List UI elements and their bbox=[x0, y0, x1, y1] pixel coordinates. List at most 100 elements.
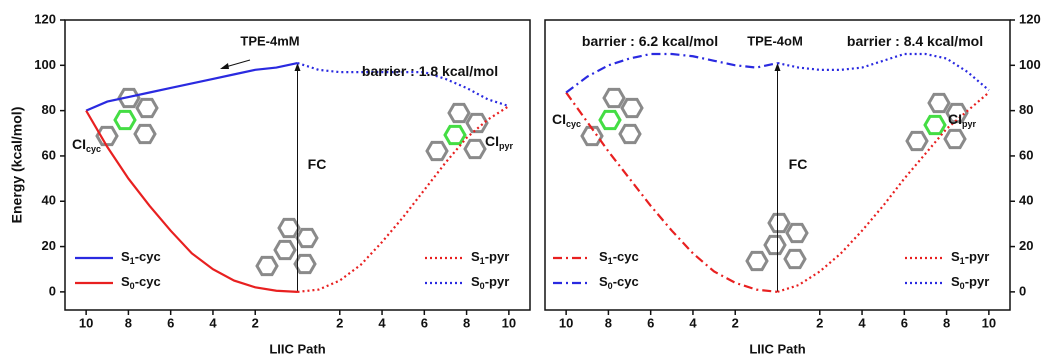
y-tick-label: 0 bbox=[49, 283, 56, 298]
y-tick-label: 60 bbox=[1019, 147, 1033, 162]
ring bbox=[275, 241, 295, 258]
ring bbox=[257, 257, 277, 274]
y-tick-label: 80 bbox=[42, 102, 56, 117]
ring bbox=[929, 94, 949, 111]
ring bbox=[785, 250, 805, 267]
annotation-subscript: cyc bbox=[86, 144, 101, 154]
y-axis-label: Energy (kcal/mol) bbox=[9, 107, 25, 224]
ring bbox=[449, 104, 469, 121]
ring bbox=[787, 224, 807, 241]
series-line bbox=[566, 93, 777, 292]
ring bbox=[115, 111, 135, 128]
chart-title: TPE-4mM bbox=[240, 33, 299, 48]
y-tick-label: 40 bbox=[42, 193, 56, 208]
annotation: CIpyr bbox=[485, 133, 514, 152]
arrow-head bbox=[220, 63, 229, 69]
annotation-text: barrier : 8.4 kcal/mol bbox=[847, 33, 983, 49]
annotation-text: CI bbox=[72, 136, 86, 152]
x-tick-label: 4 bbox=[689, 315, 697, 330]
y-tick-label: 80 bbox=[1019, 102, 1033, 117]
x-tick-label: 8 bbox=[463, 315, 470, 330]
y-tick-label: 20 bbox=[42, 238, 56, 253]
x-tick-label: 8 bbox=[125, 315, 132, 330]
ring bbox=[137, 99, 157, 116]
legend-label: S1-cyc bbox=[121, 249, 161, 266]
y-tick-label: 60 bbox=[42, 147, 56, 162]
x-tick-label: 8 bbox=[943, 315, 950, 330]
x-tick-label: 10 bbox=[559, 315, 573, 330]
ring bbox=[135, 125, 155, 142]
series-line bbox=[86, 63, 297, 111]
x-tick-label: 2 bbox=[252, 315, 259, 330]
annotation-text: FC bbox=[789, 156, 808, 172]
x-tick-label: 10 bbox=[502, 315, 516, 330]
y-tick-label: 120 bbox=[1019, 11, 1041, 26]
legend-label: S0-pyr bbox=[471, 274, 509, 291]
x-tick-label: 6 bbox=[901, 315, 908, 330]
annotation-text: barrier : 1.8 kcal/mol bbox=[362, 63, 498, 79]
annotation: barrier : 8.4 kcal/mol bbox=[847, 33, 983, 49]
ring bbox=[445, 126, 465, 143]
annotation-subscript: pyr bbox=[499, 141, 514, 151]
ring bbox=[600, 111, 620, 128]
y-tick-label: 120 bbox=[34, 11, 56, 26]
molecule-sketch bbox=[427, 104, 487, 159]
x-tick-label: 2 bbox=[816, 315, 823, 330]
ring bbox=[604, 89, 624, 106]
x-axis-label: LIIC Path bbox=[269, 341, 325, 356]
series-line bbox=[566, 54, 777, 93]
fc-arrow-head bbox=[775, 63, 781, 71]
annotation: CIpyr bbox=[948, 111, 977, 130]
annotation-text: CI bbox=[552, 111, 566, 127]
ring bbox=[765, 236, 785, 253]
x-tick-label: 4 bbox=[858, 315, 866, 330]
ring bbox=[279, 219, 299, 236]
annotation-text: CI bbox=[948, 111, 962, 127]
legend-label: S0-cyc bbox=[599, 274, 639, 291]
x-tick-label: 6 bbox=[647, 315, 654, 330]
chart-title: TPE-4oM bbox=[747, 33, 803, 48]
y-tick-label: 100 bbox=[1019, 57, 1041, 72]
x-tick-label: 4 bbox=[378, 315, 386, 330]
x-axis-label: LIIC Path bbox=[749, 341, 805, 356]
ring bbox=[925, 116, 945, 133]
annotation: barrier : 1.8 kcal/mol bbox=[362, 63, 498, 79]
y-tick-label: 20 bbox=[1019, 238, 1033, 253]
annotation: CIcyc bbox=[552, 111, 581, 130]
ring bbox=[769, 214, 789, 231]
x-tick-label: 8 bbox=[605, 315, 612, 330]
legend-label: S0-cyc bbox=[121, 274, 161, 291]
x-tick-label: 6 bbox=[421, 315, 428, 330]
annotation: FC bbox=[308, 156, 327, 172]
x-tick-label: 6 bbox=[167, 315, 174, 330]
ring bbox=[945, 130, 965, 147]
legend-label: S1-cyc bbox=[599, 249, 639, 266]
legend-label: S1-pyr bbox=[951, 249, 989, 266]
x-tick-label: 2 bbox=[732, 315, 739, 330]
annotation: FC bbox=[789, 156, 808, 172]
series-line bbox=[778, 54, 989, 90]
ring bbox=[907, 132, 927, 149]
ring bbox=[622, 99, 642, 116]
legend-label: S1-pyr bbox=[471, 249, 509, 266]
figure: 020406080100120108642246810LIIC PathEner… bbox=[0, 0, 1051, 363]
annotation-subscript: cyc bbox=[566, 119, 581, 129]
molecule-sketch bbox=[582, 89, 642, 144]
legend-label: S0-pyr bbox=[951, 274, 989, 291]
annotation: CIcyc bbox=[72, 136, 101, 155]
x-tick-label: 10 bbox=[982, 315, 996, 330]
annotation-text: CI bbox=[485, 133, 499, 149]
ring bbox=[427, 142, 447, 159]
annotation: barrier : 6.2 kcal/mol bbox=[582, 33, 718, 49]
ring bbox=[297, 229, 317, 246]
y-tick-label: 0 bbox=[1019, 283, 1026, 298]
molecule-sketch bbox=[257, 219, 317, 274]
x-tick-label: 2 bbox=[336, 315, 343, 330]
annotation-subscript: pyr bbox=[962, 119, 977, 129]
ring bbox=[620, 125, 640, 142]
annotation-text: barrier : 6.2 kcal/mol bbox=[582, 33, 718, 49]
ring bbox=[465, 140, 485, 157]
x-tick-label: 4 bbox=[209, 315, 217, 330]
ring bbox=[747, 252, 767, 269]
x-tick-label: 10 bbox=[79, 315, 93, 330]
